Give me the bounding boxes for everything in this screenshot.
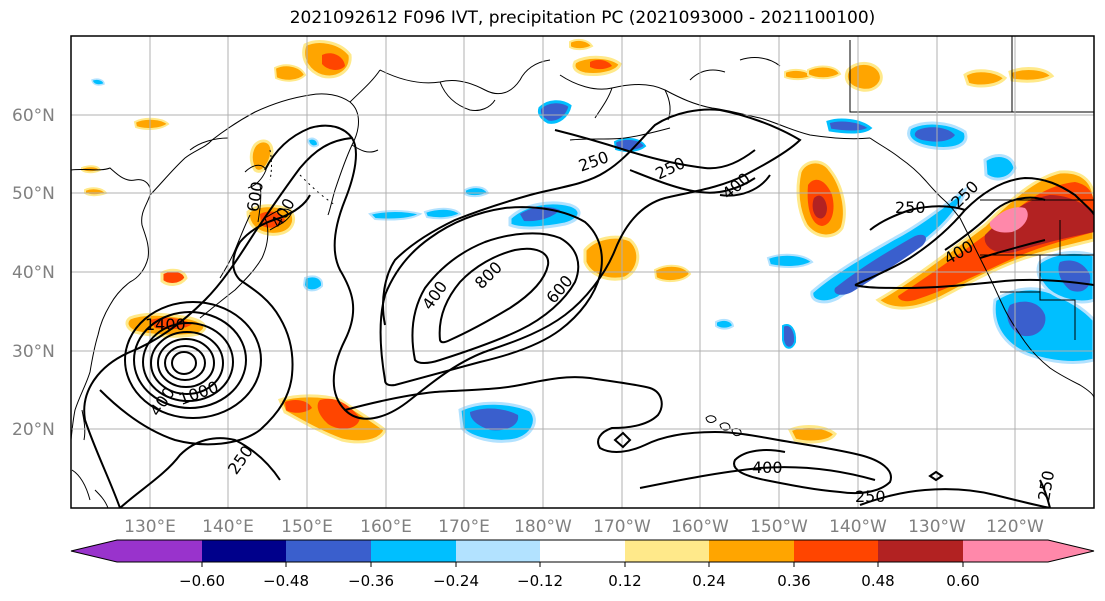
colorbar-cell: [71, 540, 202, 562]
colorbar-cell: [963, 540, 1094, 562]
colorbar-tick-label: 0.48: [861, 572, 894, 590]
contour-label: 1400: [145, 315, 186, 334]
lat-label: 30°N: [12, 342, 55, 362]
cyclone-contours: [124, 301, 262, 419]
lon-label: 160°E: [360, 517, 412, 537]
colorbar-cell: [202, 540, 286, 562]
colorbar-cell: [286, 540, 371, 562]
lon-label: 170°W: [593, 517, 651, 537]
colorbar-ticks: [201, 562, 964, 567]
precip-shading: [81, 38, 1094, 444]
lon-label: 180°W: [514, 517, 572, 537]
colorbar-tick-label: −0.36: [348, 572, 394, 590]
colorbar-cell: [456, 540, 540, 562]
contour-600: [411, 232, 580, 364]
contour-800: [438, 247, 550, 344]
contour-label: 250: [855, 487, 886, 506]
ivt-contours: [83, 108, 1094, 508]
colorbar-cell: [709, 540, 794, 562]
colorbar-tick-label: −0.12: [517, 572, 563, 590]
colorbar-cell: [794, 540, 878, 562]
contour-250: [83, 108, 802, 508]
lon-label: 130°W: [908, 517, 966, 537]
lat-label: 20°N: [12, 420, 55, 440]
contour-label: 400: [752, 458, 783, 477]
colorbar-tick-label: −0.48: [263, 572, 309, 590]
colorbar-tick-label: −0.24: [433, 572, 479, 590]
map-title: 2021092612 F096 IVT, precipitation PC (2…: [289, 8, 876, 28]
colorbar: −0.60 −0.48 −0.36 −0.24 −0.12 0.12 0.24 …: [70, 539, 1095, 590]
contour-400: [379, 206, 603, 387]
lat-axis: 60°N 50°N 40°N 30°N 20°N: [12, 106, 55, 440]
colorbar-outline: [70, 539, 1095, 563]
lon-label: 170°E: [438, 517, 490, 537]
precip-negative-region: [810, 186, 968, 304]
lon-label: 140°E: [202, 517, 254, 537]
colorbar-tick-label: 0.36: [777, 572, 810, 590]
colorbar-tick-label: −0.60: [179, 572, 225, 590]
lon-label: 140°W: [829, 517, 887, 537]
lon-label: 160°W: [671, 517, 729, 537]
lat-label: 40°N: [12, 263, 55, 283]
colorbar-cell: [540, 540, 625, 562]
map-panel: 250 250 400 400 400 600 800 600 400 250 …: [71, 36, 1094, 508]
map-frame: [70, 35, 1095, 509]
lat-label: 60°N: [12, 106, 55, 126]
contour-label: 250: [895, 198, 926, 217]
lon-axis: 130°E 140°E 150°E 160°E 170°E 180°W 170°…: [124, 517, 1044, 537]
colorbar-cells: [71, 540, 1094, 562]
colorbar-cell: [371, 540, 456, 562]
colorbar-tick-label: 0.24: [692, 572, 725, 590]
colorbar-tick-label: 0.60: [946, 572, 979, 590]
colorbar-cell: [878, 540, 963, 562]
colorbar-tick-label: 0.12: [608, 572, 641, 590]
lon-label: 120°W: [986, 517, 1044, 537]
lon-label: 130°E: [124, 517, 176, 537]
colorbar-cell: [625, 540, 709, 562]
lon-label: 150°E: [281, 517, 333, 537]
lat-label: 50°N: [12, 184, 55, 204]
lon-label: 150°W: [750, 517, 808, 537]
contour-250-east: [854, 176, 1094, 286]
